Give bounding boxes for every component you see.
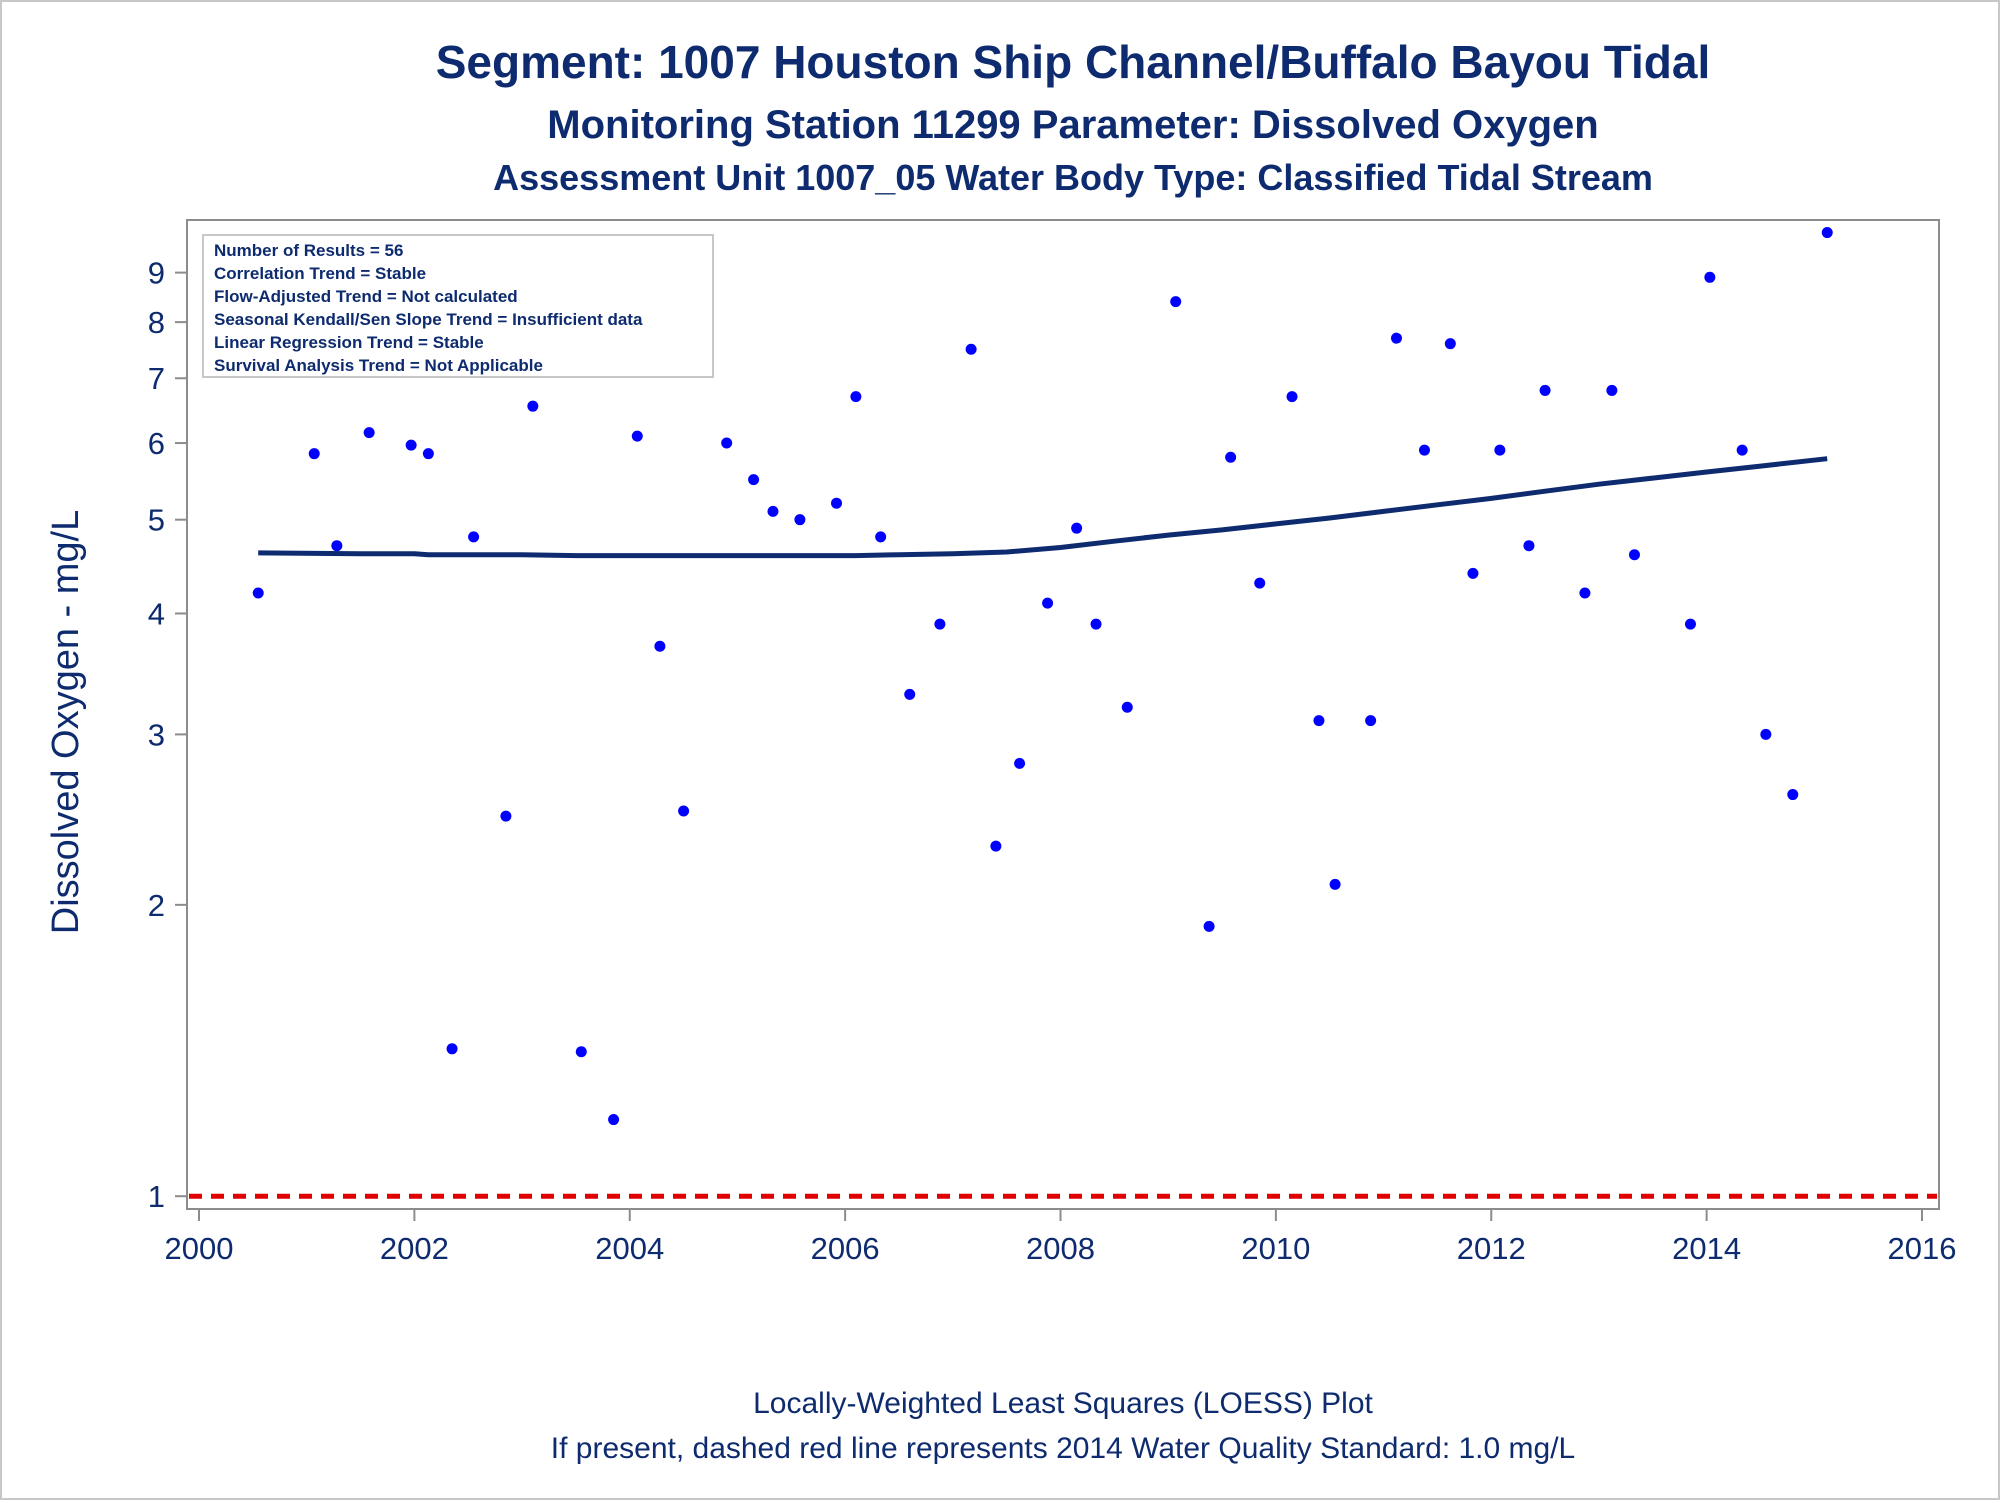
- data-point: [1606, 384, 1618, 396]
- data-point: [1684, 618, 1696, 630]
- data-point: [1071, 522, 1083, 534]
- data-point: [1365, 715, 1377, 727]
- data-point: [1539, 384, 1551, 396]
- data-point: [1467, 567, 1479, 579]
- y-tick-label: 8: [148, 305, 165, 340]
- loess-layer: [258, 456, 1828, 559]
- data-point: [965, 343, 977, 355]
- footnote-loess: Locally-Weighted Least Squares (LOESS) P…: [753, 1387, 1373, 1420]
- y-tick-label: 5: [148, 503, 165, 538]
- data-point: [1821, 227, 1833, 239]
- stat-line: Seasonal Kendall/Sen Slope Trend = Insuf…: [214, 310, 643, 329]
- chart-title: Segment: 1007 Houston Ship Channel/Buffa…: [436, 36, 1711, 88]
- data-point: [831, 497, 843, 509]
- data-point: [850, 391, 862, 403]
- data-point: [252, 587, 264, 599]
- data-point: [500, 810, 512, 822]
- data-point: [1444, 338, 1456, 350]
- x-tick-label: 2006: [811, 1231, 880, 1266]
- stats-box-border: [202, 234, 714, 378]
- data-point: [1704, 271, 1716, 283]
- data-point: [1579, 587, 1591, 599]
- data-point: [1787, 789, 1799, 801]
- stat-line: Survival Analysis Trend = Not Applicable: [214, 356, 543, 375]
- data-point: [331, 540, 343, 552]
- data-point: [654, 640, 666, 652]
- data-point: [1418, 444, 1430, 456]
- data-point: [405, 439, 417, 451]
- data-point: [990, 840, 1002, 852]
- stat-line: Flow-Adjusted Trend = Not calculated: [214, 287, 518, 306]
- y-axis: 1 2 3 4 5 6 7 8 9: [148, 256, 187, 1214]
- data-point: [527, 400, 539, 412]
- x-tick-label: 2004: [595, 1231, 664, 1266]
- x-tick-label: 2000: [165, 1231, 234, 1266]
- stats-box: Number of Results = 56 Correlation Trend…: [202, 234, 714, 378]
- data-point: [748, 474, 760, 486]
- chart-subtitle: Monitoring Station 11299 Parameter: Diss…: [547, 103, 1598, 147]
- x-tick-label: 2008: [1026, 1231, 1095, 1266]
- data-point: [904, 688, 916, 700]
- x-tick-label: 2012: [1457, 1231, 1526, 1266]
- data-point: [308, 448, 320, 460]
- data-point: [678, 805, 690, 817]
- data-point: [794, 514, 806, 526]
- stat-line: Linear Regression Trend = Stable: [214, 333, 484, 352]
- y-axis-label: Dissolved Oxygen - mg/L: [45, 510, 87, 935]
- data-point: [1494, 444, 1506, 456]
- data-point: [721, 437, 733, 449]
- data-point: [1090, 618, 1102, 630]
- data-point: [1760, 728, 1772, 740]
- footnote-standard: If present, dashed red line represents 2…: [551, 1432, 1575, 1465]
- data-point: [631, 430, 643, 442]
- x-tick-label: 2010: [1241, 1231, 1310, 1266]
- y-tick-label: 3: [148, 717, 165, 752]
- x-tick-label: 2014: [1672, 1231, 1741, 1266]
- data-point: [1523, 540, 1535, 552]
- data-point: [1121, 701, 1133, 713]
- data-point: [468, 531, 480, 543]
- y-tick-label: 2: [148, 888, 165, 923]
- data-point: [1286, 391, 1298, 403]
- x-axis: 2000 2002 2004 2006 2008 2010 2012 2014 2016: [165, 1209, 1957, 1266]
- loess-line: [258, 456, 1828, 559]
- data-point: [422, 448, 434, 460]
- points-layer: [252, 227, 1833, 1126]
- data-point: [1042, 597, 1054, 609]
- stat-line: Number of Results = 56: [214, 241, 403, 260]
- data-point: [934, 618, 946, 630]
- data-point: [363, 427, 375, 439]
- y-tick-label: 1: [148, 1179, 165, 1214]
- plot-area: [186, 219, 1940, 1210]
- data-point: [1628, 549, 1640, 561]
- data-point: [1170, 296, 1182, 308]
- chart-subtitle-2: Assessment Unit 1007_05 Water Body Type:…: [493, 157, 1653, 198]
- data-point: [1313, 715, 1325, 727]
- data-point: [875, 531, 887, 543]
- data-point: [608, 1114, 620, 1126]
- data-point: [575, 1046, 587, 1058]
- y-tick-label: 7: [148, 361, 165, 396]
- y-tick-label: 6: [148, 426, 165, 461]
- stat-line: Correlation Trend = Stable: [214, 264, 426, 283]
- data-point: [1329, 878, 1341, 890]
- x-tick-label: 2002: [380, 1231, 449, 1266]
- data-point: [1014, 757, 1026, 769]
- data-point: [1254, 577, 1266, 589]
- data-point: [767, 505, 779, 517]
- y-tick-label: 9: [148, 256, 165, 291]
- data-point: [1203, 920, 1215, 932]
- y-tick-label: 4: [148, 596, 165, 631]
- x-tick-label: 2016: [1888, 1231, 1957, 1266]
- data-point: [1390, 332, 1402, 344]
- data-point: [446, 1043, 458, 1055]
- data-point: [1736, 444, 1748, 456]
- data-point: [1225, 451, 1237, 463]
